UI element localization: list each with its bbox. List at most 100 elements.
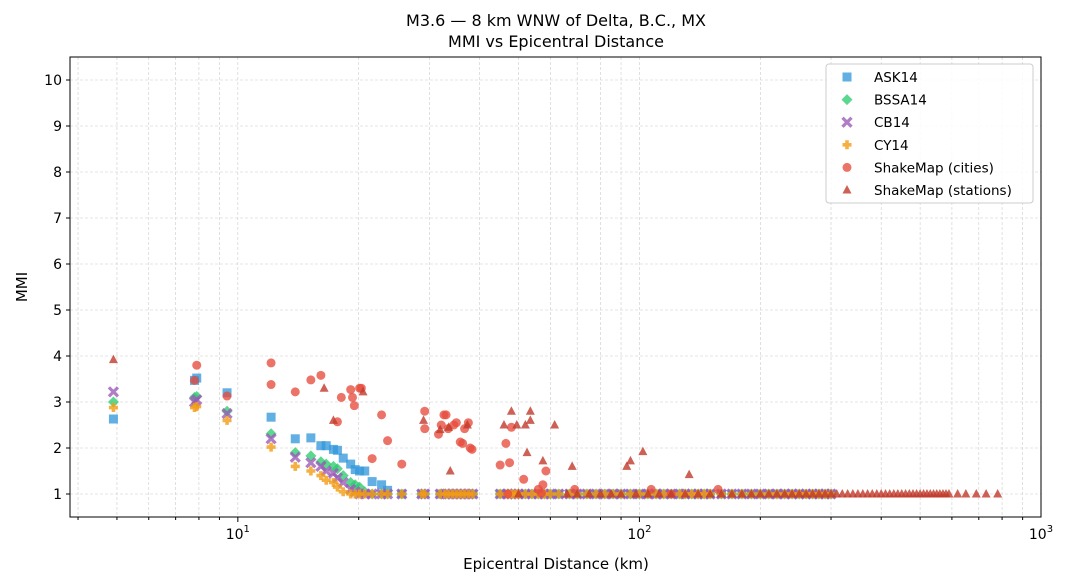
data-point	[616, 489, 626, 498]
series-cb14	[107, 386, 837, 500]
data-point	[572, 489, 582, 498]
data-point	[961, 489, 971, 498]
data-point	[814, 489, 824, 498]
x-tick-label: 103	[1029, 524, 1053, 543]
data-point	[631, 489, 641, 498]
data-point	[289, 451, 301, 463]
data-point	[221, 405, 233, 417]
data-point	[499, 420, 509, 429]
data-point	[306, 466, 316, 476]
data-point	[367, 477, 377, 487]
data-point	[536, 488, 546, 498]
data-point	[693, 489, 703, 498]
chart-title: M3.6 — 8 km WNW of Delta, B.C., MX	[406, 11, 706, 30]
data-point	[290, 387, 300, 397]
data-point	[794, 489, 804, 498]
legend-marker	[841, 94, 853, 106]
data-point	[638, 446, 648, 456]
data-point	[746, 489, 756, 498]
data-point	[505, 458, 515, 468]
data-point	[108, 354, 118, 364]
legend-label: CY14	[874, 138, 909, 154]
data-point	[458, 438, 468, 448]
data-point	[780, 489, 790, 498]
data-point	[316, 471, 326, 481]
legend-marker	[842, 140, 852, 150]
data-point	[222, 415, 232, 425]
data-point	[367, 489, 377, 499]
data-point	[755, 489, 765, 498]
data-point	[462, 420, 472, 429]
data-point	[266, 380, 276, 390]
legend-label: ASK14	[874, 70, 918, 86]
legend-label: CB14	[874, 115, 910, 131]
data-point	[319, 383, 329, 392]
series-ask14	[108, 373, 836, 499]
data-point	[545, 489, 555, 499]
data-point	[321, 441, 331, 451]
y-tick-label: 10	[44, 73, 62, 89]
data-point	[435, 424, 445, 434]
y-axis-label: MMI	[13, 272, 31, 302]
x-tick-exponent: 1	[244, 524, 250, 535]
data-point	[538, 480, 548, 490]
data-point	[501, 438, 511, 448]
data-point	[772, 489, 782, 498]
data-point	[625, 455, 635, 465]
data-point	[397, 489, 407, 499]
data-point	[332, 482, 342, 492]
data-point	[445, 466, 455, 475]
data-point	[801, 489, 811, 498]
data-point	[820, 489, 830, 498]
data-point	[338, 487, 348, 497]
data-point	[541, 466, 551, 476]
data-point	[420, 489, 430, 499]
x-tick-exponent: 3	[1047, 524, 1053, 535]
data-point	[705, 489, 715, 498]
data-point	[525, 406, 535, 415]
data-point	[506, 422, 516, 432]
y-tick-label: 2	[53, 441, 62, 457]
grid	[70, 57, 1041, 517]
data-point	[266, 412, 276, 422]
data-point	[338, 453, 348, 463]
x-tick-base: 10	[1029, 527, 1047, 543]
data-point	[108, 403, 118, 413]
data-point	[495, 460, 505, 470]
y-tick-label: 9	[53, 119, 62, 135]
y-tick-label: 7	[53, 211, 62, 227]
data-point	[503, 489, 513, 499]
data-point	[666, 489, 676, 498]
data-point	[554, 489, 564, 499]
y-tick-label: 8	[53, 165, 62, 181]
data-point	[358, 386, 368, 396]
data-point	[420, 424, 430, 434]
legend-label: ShakeMap (stations)	[874, 183, 1012, 199]
data-point	[360, 466, 370, 476]
data-point	[808, 489, 818, 498]
legend-marker	[841, 116, 853, 128]
data-point	[654, 489, 664, 498]
data-point	[520, 420, 530, 429]
data-point	[221, 407, 233, 420]
data-point	[550, 420, 560, 429]
data-marks	[107, 354, 1003, 500]
data-point	[383, 436, 393, 446]
data-point	[290, 434, 300, 444]
data-point	[222, 391, 232, 401]
data-point	[383, 489, 393, 499]
data-point	[355, 466, 365, 476]
data-point	[290, 461, 300, 471]
data-point	[787, 489, 797, 498]
data-point	[349, 401, 359, 411]
legend-marker	[842, 72, 852, 82]
data-point	[328, 415, 338, 424]
data-point	[191, 394, 203, 406]
data-point	[562, 489, 572, 498]
data-point	[265, 433, 277, 445]
data-point	[467, 444, 477, 454]
data-point	[321, 475, 331, 485]
data-point	[971, 489, 981, 498]
data-point	[192, 360, 202, 370]
data-point	[981, 489, 991, 498]
